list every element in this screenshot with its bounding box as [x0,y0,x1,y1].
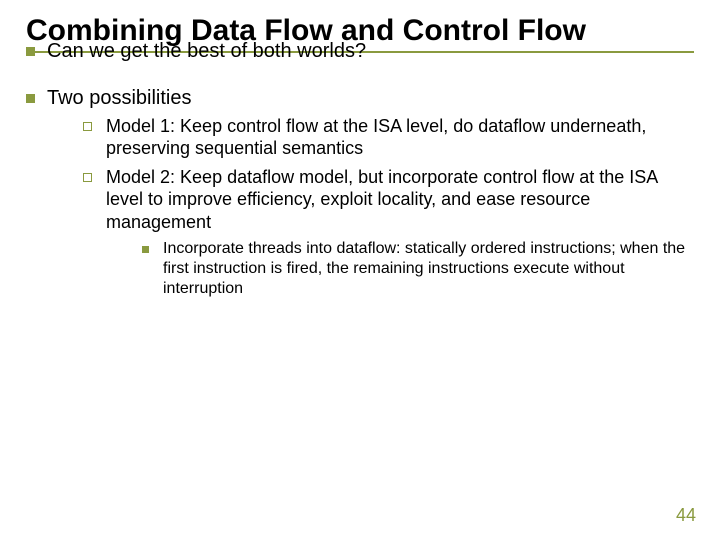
list-item-body: Two possibilities Model 1: Keep control … [47,86,694,306]
list-item: Two possibilities Model 1: Keep control … [26,86,694,306]
list-item-text: Two possibilities [47,87,192,109]
list-item-body: Model 2: Keep dataflow model, but incorp… [106,166,694,300]
slide-container: Combining Data Flow and Control Flow Can… [0,0,720,540]
bullet-list-level2: Model 1: Keep control flow at the ISA le… [47,115,694,300]
bullet-list-level3: Incorporate threads into dataflow: stati… [106,239,694,299]
list-item: Model 1: Keep control flow at the ISA le… [83,115,694,160]
square-bullet-icon [26,94,35,103]
list-item-text: Incorporate threads into dataflow: stati… [163,239,694,299]
open-square-bullet-icon [83,173,92,182]
slide-content: Can we get the best of both worlds? Two … [26,39,694,306]
list-item: Incorporate threads into dataflow: stati… [142,239,694,299]
list-item-text: Can we get the best of both worlds? [47,39,366,64]
bullet-list-level1: Can we get the best of both worlds? Two … [26,39,694,306]
square-bullet-icon [142,246,149,253]
open-square-bullet-icon [83,122,92,131]
list-item: Model 2: Keep dataflow model, but incorp… [83,166,694,300]
list-item: Can we get the best of both worlds? [26,39,694,64]
square-bullet-icon [26,47,35,56]
list-item-text: Model 1: Keep control flow at the ISA le… [106,115,694,160]
list-item-text: Model 2: Keep dataflow model, but incorp… [106,167,657,232]
page-number: 44 [676,505,696,526]
